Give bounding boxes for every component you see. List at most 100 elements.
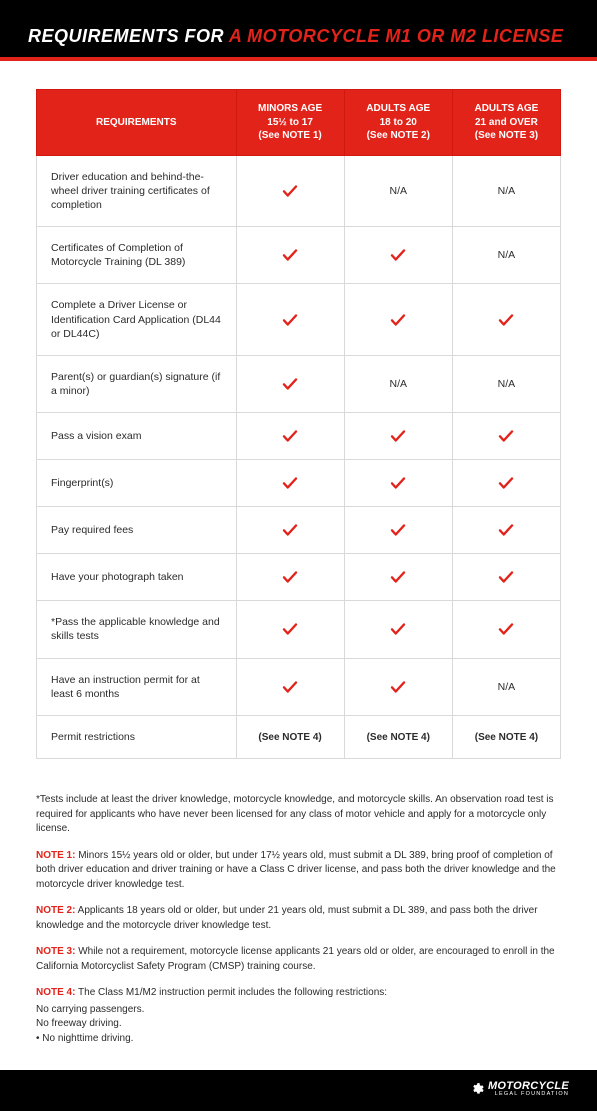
requirement-cell: Have your photograph taken (37, 554, 237, 601)
table-row: Permit restrictions (See NOTE 4) (See NOTE… (37, 715, 561, 758)
see-note-4: (See NOTE 4) (258, 732, 321, 743)
footer-bar: MOTORCYCLE LEGAL FOUNDATION (0, 1070, 597, 1111)
note-3-label: NOTE 3: (36, 946, 75, 957)
value-cell: N/A (452, 155, 560, 227)
table-header-row: REQUIREMENTS MINORS AGE 15½ to 17 (See N… (37, 90, 561, 156)
check-icon (281, 474, 299, 492)
value-cell (452, 284, 560, 356)
table-row: Parent(s) or guardian(s) signature (if a… (37, 355, 561, 412)
value-cell (344, 507, 452, 554)
check-icon (389, 474, 407, 492)
value-cell (344, 554, 452, 601)
value-cell: (See NOTE 4) (344, 715, 452, 758)
requirement-cell: *Pass the applicable knowledge and skill… (37, 601, 237, 658)
value-cell (452, 460, 560, 507)
value-cell: (See NOTE 4) (236, 715, 344, 758)
value-cell: N/A (452, 227, 560, 284)
na-text: N/A (498, 378, 516, 390)
check-icon (281, 427, 299, 445)
value-cell (344, 601, 452, 658)
value-cell: (See NOTE 4) (452, 715, 560, 758)
value-cell (344, 227, 452, 284)
value-cell (452, 601, 560, 658)
top-black-bar (0, 0, 597, 18)
requirements-table: REQUIREMENTS MINORS AGE 15½ to 17 (See N… (36, 89, 561, 759)
na-text: N/A (498, 681, 516, 693)
note-1-label: NOTE 1: (36, 850, 75, 861)
title-part2: A MOTORCYCLE M1 OR M2 LICENSE (224, 26, 563, 46)
footer-sub: LEGAL FOUNDATION (488, 1091, 569, 1097)
value-cell: N/A (344, 155, 452, 227)
value-cell (452, 413, 560, 460)
requirement-cell: Parent(s) or guardian(s) signature (if a… (37, 355, 237, 412)
na-text: N/A (389, 185, 407, 197)
note-1-text: Minors 15½ years old or older, but under… (36, 850, 556, 890)
na-text: N/A (498, 249, 516, 261)
value-cell (236, 601, 344, 658)
check-icon (281, 311, 299, 329)
value-cell (344, 460, 452, 507)
table-row: Certificates of Completion of Motorcycle… (37, 227, 561, 284)
table-row: Pay required fees (37, 507, 561, 554)
na-text: N/A (498, 185, 516, 197)
requirement-cell: Pay required fees (37, 507, 237, 554)
notes-section: *Tests include at least the driver knowl… (0, 775, 597, 1070)
value-cell (236, 507, 344, 554)
footer-brand-wrap: MOTORCYCLE LEGAL FOUNDATION (488, 1080, 569, 1097)
check-icon (389, 311, 407, 329)
check-icon (389, 568, 407, 586)
note-4-line-3: • No nighttime driving. (36, 1032, 561, 1047)
note-2-label: NOTE 2: (36, 905, 75, 916)
check-icon (389, 620, 407, 638)
see-note-4: (See NOTE 4) (475, 732, 538, 743)
gear-icon (470, 1082, 484, 1096)
check-icon (281, 182, 299, 200)
check-icon (389, 678, 407, 696)
table-row: *Pass the applicable knowledge and skill… (37, 601, 561, 658)
note-4-text: The Class M1/M2 instruction permit inclu… (75, 987, 387, 998)
check-icon (281, 568, 299, 586)
table-row: Fingerprint(s) (37, 460, 561, 507)
check-icon (497, 568, 515, 586)
check-icon (281, 246, 299, 264)
header-adults-21-over: ADULTS AGE 21 and OVER (See NOTE 3) (452, 90, 560, 156)
value-cell: N/A (344, 355, 452, 412)
page-title: REQUIREMENTS FOR A MOTORCYCLE M1 OR M2 L… (28, 26, 569, 47)
check-icon (497, 427, 515, 445)
table-row: Complete a Driver License or Identificat… (37, 284, 561, 356)
header-minors: MINORS AGE 15½ to 17 (See NOTE 1) (236, 90, 344, 156)
value-cell (236, 284, 344, 356)
value-cell (236, 355, 344, 412)
value-cell (236, 460, 344, 507)
check-icon (497, 311, 515, 329)
check-icon (497, 620, 515, 638)
value-cell (236, 155, 344, 227)
check-icon (281, 620, 299, 638)
value-cell: N/A (452, 658, 560, 715)
note-3: NOTE 3: While not a requirement, motorcy… (36, 945, 561, 974)
na-text: N/A (389, 378, 407, 390)
requirement-cell: Fingerprint(s) (37, 460, 237, 507)
check-icon (389, 246, 407, 264)
title-bar: REQUIREMENTS FOR A MOTORCYCLE M1 OR M2 L… (0, 18, 597, 61)
check-icon (281, 375, 299, 393)
note-2-text: Applicants 18 years old or older, but un… (36, 905, 538, 931)
table-row: Driver education and behind-the-wheel dr… (37, 155, 561, 227)
value-cell: N/A (452, 355, 560, 412)
table-row: Have your photograph taken (37, 554, 561, 601)
header-adults-18-20: ADULTS AGE 18 to 20 (See NOTE 2) (344, 90, 452, 156)
value-cell (452, 507, 560, 554)
see-note-4: (See NOTE 4) (367, 732, 430, 743)
check-icon (281, 521, 299, 539)
table-row: Have an instruction permit for at least … (37, 658, 561, 715)
note-1: NOTE 1: Minors 15½ years old or older, b… (36, 849, 561, 893)
value-cell (236, 554, 344, 601)
note-4: NOTE 4: The Class M1/M2 instruction perm… (36, 986, 561, 1001)
table-row: Pass a vision exam (37, 413, 561, 460)
check-icon (497, 521, 515, 539)
requirement-cell: Permit restrictions (37, 715, 237, 758)
value-cell (344, 284, 452, 356)
value-cell (452, 554, 560, 601)
requirement-cell: Complete a Driver License or Identificat… (37, 284, 237, 356)
value-cell (344, 413, 452, 460)
